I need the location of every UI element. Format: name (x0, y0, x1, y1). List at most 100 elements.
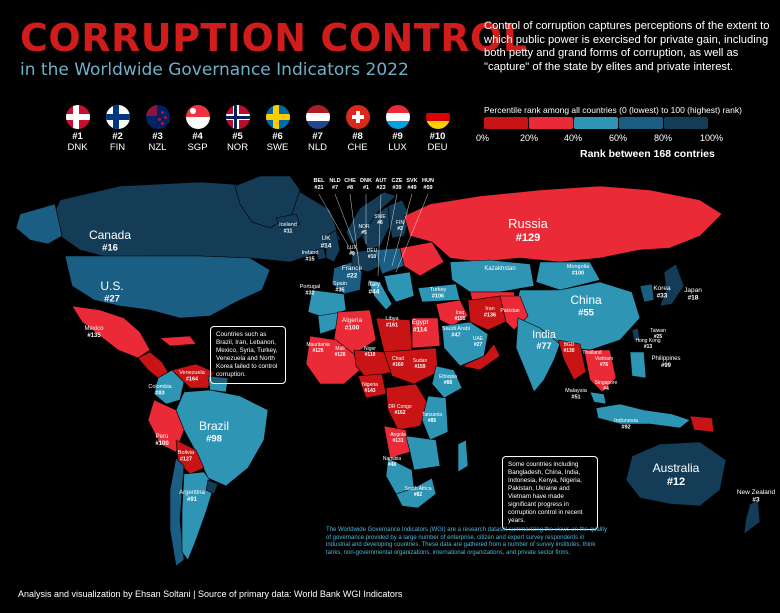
country-rank-label: #5 (361, 230, 367, 236)
country-rank-label: #159 (414, 364, 425, 370)
country-name-label: Saudi Arabi (442, 326, 470, 332)
flag-country-code: LUX (388, 142, 407, 153)
flag-country-code: NZL (148, 142, 167, 153)
country-algeria (333, 309, 377, 355)
top10-item: #8 CHE (340, 105, 375, 153)
country-name-label: Thailand (582, 350, 601, 356)
country-rank-label: #27 (104, 294, 120, 305)
country-rank-label: #9 (349, 251, 355, 257)
country-korea (639, 283, 655, 303)
country-central-america (137, 351, 169, 379)
country-name-label: South Africa (405, 486, 432, 492)
country-png (689, 415, 715, 433)
country-rank-label: #114 (413, 327, 427, 334)
country-name-label: UAE (473, 336, 484, 342)
country-rank-label: #76 (600, 362, 609, 368)
country-name-label: Mexico (84, 326, 104, 332)
flag-country-code: FIN (109, 142, 126, 153)
country-name-label: Australia (653, 461, 700, 475)
country-rank-label: #106 (432, 294, 444, 300)
country-name-label: LUX (347, 245, 357, 251)
country-rank-label: #92 (621, 425, 630, 431)
switzerland-flag (345, 105, 370, 129)
flag-rank: #2 (112, 131, 123, 142)
country-rank-label: #160 (392, 362, 403, 368)
country-name-label: Malaysia (565, 388, 588, 394)
legend-tick-label: 80% (654, 133, 673, 143)
legend-tick-label: 40% (564, 133, 583, 143)
country-philippines (629, 351, 647, 379)
flag-country-code: NLD (307, 142, 327, 153)
legend-bin-60-80 (619, 117, 663, 129)
country-name-label: Mauritania (306, 342, 330, 348)
country-name-label: DEU (367, 248, 378, 254)
country-name-label: Korea (653, 285, 671, 292)
callout-country-code: CZE (392, 178, 403, 184)
description-text: Control of corruption captures perceptio… (484, 20, 770, 73)
country-rank-label: #51 (571, 395, 580, 401)
callout-rank: #1 (363, 185, 369, 191)
top10-flags: #1 DNK #2 FIN #3 NZL #4 SGP #5 NOR #6 SWE #7 NLD #8 CHE… (60, 105, 460, 153)
country-name-label: Angola (390, 432, 406, 438)
callout-rank: #21 (314, 185, 323, 191)
flag-rank: #5 (232, 131, 243, 142)
country-name-label: SWE (374, 214, 386, 220)
country-india (515, 317, 561, 393)
flag-rank: #8 (352, 131, 363, 142)
country-iceland (275, 213, 301, 229)
country-east-africa (421, 395, 449, 441)
country-rank-label: #10 (368, 254, 377, 260)
callout-country-code: AUT (375, 178, 387, 184)
country-name-label: Egypt (412, 319, 429, 326)
wgi-description: The Worldwide Governance Indicators (WGI… (326, 527, 608, 556)
country-name-label: Japan (684, 287, 702, 294)
country-mexico (71, 305, 151, 359)
country-west-africa (305, 335, 361, 385)
legend-tick-label: 100% (700, 133, 724, 143)
country-rank-label: #14 (321, 243, 332, 250)
country-rank-label: #32 (305, 291, 314, 297)
callout-rank: #59 (423, 185, 432, 191)
flag-rank: #7 (312, 131, 323, 142)
top10-item: #1 DNK (60, 105, 95, 153)
callout-country-code: NLD (329, 178, 340, 184)
top10-item: #4 SGP (180, 105, 215, 153)
country-rank-label: #25 (654, 334, 663, 340)
country-rank-label: #2 (397, 226, 403, 232)
country-name-label: Mali (335, 346, 344, 352)
country-rank-label: #27 (474, 342, 483, 348)
country-name-label: Iceland (279, 222, 297, 228)
country-rank-label: #85 (428, 418, 437, 424)
country-name-label: China (570, 293, 602, 307)
top10-item: #2 FIN (100, 105, 135, 153)
flag-country-code: NOR (226, 142, 249, 153)
country-rank-label: #82 (414, 492, 423, 498)
callout-country-code: BEL (314, 178, 326, 184)
top10-item: #6 SWE (260, 105, 295, 153)
flag-rank: #3 (152, 131, 163, 142)
country-ukraine-belarus (399, 241, 445, 277)
country-peru (147, 399, 185, 453)
country-rank-label: #155 (454, 316, 465, 322)
country-name-label: Spain (333, 281, 347, 287)
country-name-label: Hong Kong (635, 338, 660, 344)
callout-rank: #39 (392, 185, 401, 191)
country-madagascar (457, 439, 469, 473)
europe-callout-labels: BEL#21 NLD#7 CHE#8 DNK#1 AUT#23 CZE#39 SVK#49 H… (314, 178, 434, 191)
country-italy (367, 279, 393, 311)
country-alaska (15, 203, 63, 245)
callout-country-code: DNK (360, 178, 372, 184)
top10-item: #7 NLD (300, 105, 335, 153)
country-indonesia (595, 403, 691, 429)
legend-color-bar (484, 117, 709, 129)
flag-rank: #1 (72, 131, 83, 142)
flag-country-code: DNK (67, 142, 88, 153)
country-name-label: Libya (385, 316, 399, 322)
country-rank-label: #100 (345, 325, 360, 332)
country-rank-label: #162 (394, 410, 405, 416)
country-rank-label: #126 (312, 348, 323, 354)
country-name-label: Nigeria (362, 382, 378, 388)
country-rank-label: #44 (369, 289, 380, 296)
top10-item: #10 DEU (420, 105, 455, 153)
